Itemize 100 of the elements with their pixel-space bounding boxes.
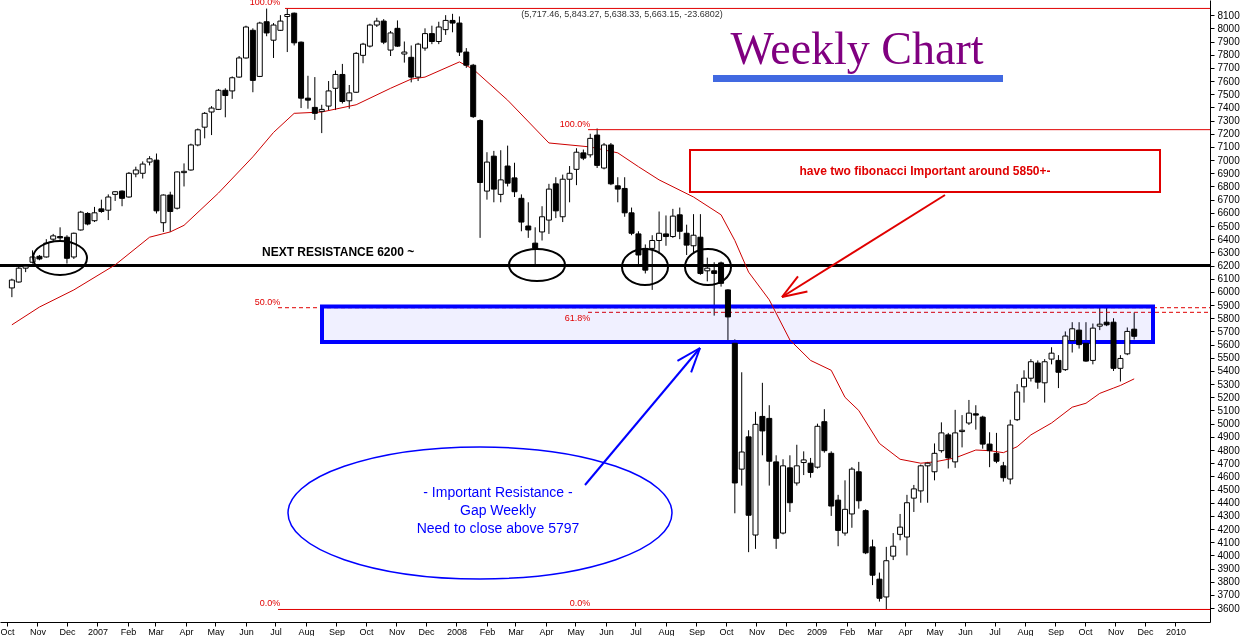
y-tick-label: 7500 [1217,88,1241,100]
y-tick-label: 6800 [1217,180,1241,192]
candlestick [800,450,807,476]
annotation: 0.0% [569,598,591,609]
y-tick-label: 7100 [1217,141,1241,153]
x-tick-label: Aug [298,626,315,636]
y-tick-label: 4800 [1217,444,1241,456]
annotation: 50.0% [254,296,281,307]
annotation: have two fibonacci Important around 5850+- [799,164,1051,178]
x-tick-label: Jul [270,626,282,636]
annotation: (5,717.46, 5,843.27, 5,638.33, 5,663.15, -23.6802) [521,9,723,19]
x-tick-label: Mar [508,626,524,636]
x-tick-label: Mar [867,626,883,636]
y-tick-label: 4100 [1217,536,1241,548]
y-tick-label: 5600 [1217,339,1241,351]
x-tick-label: Feb [479,626,496,636]
x-tick-label: Feb [839,626,856,636]
candlestick [401,41,408,64]
candlestick [325,80,332,112]
annotation: - Important Resistance - [423,484,574,500]
x-tick-label: 2007 [87,626,108,636]
x-tick-label: Oct [1078,626,1093,636]
x-tick-label: 2010 [1165,626,1187,636]
y-tick-label: 6700 [1217,194,1241,206]
y-tick-label: 8100 [1217,9,1241,21]
y-tick-label: 7800 [1217,49,1241,61]
candlestick [525,201,532,239]
x-tick-label: Nov [748,626,766,636]
y-tick-label: 5500 [1217,352,1241,364]
x-tick-label: Jul [989,626,1001,636]
y-tick-label: 5700 [1217,325,1241,337]
x-tick-label: Dec [1137,626,1154,636]
annotation: 100.0% [559,118,591,129]
y-tick-label: 4200 [1217,523,1241,535]
x-tick-label: 2009 [806,626,827,636]
annotation: 0.0% [259,598,281,609]
x-tick-label: Mar [148,626,164,636]
annotation: Gap Weekly [460,502,536,518]
y-tick-label: 3600 [1217,602,1241,614]
y-tick-label: 6500 [1217,220,1241,232]
x-tick-label: Oct [719,626,734,636]
x-tick-label: May [207,626,225,636]
x-tick-label: Oct [359,626,374,636]
y-tick-label: 5800 [1217,312,1241,324]
y-tick-label: 6600 [1217,207,1241,219]
x-tick-label: Aug [1017,626,1034,636]
annotation: 61.8% [564,313,591,324]
x-tick-label: Dec [59,626,76,636]
y-tick-label: 6000 [1217,286,1241,298]
x-tick-label: Nov [1107,626,1125,636]
candlestick [201,111,208,139]
ref-line-label: NEXT RESISTANCE 6200 ~ [262,244,415,259]
text: Weekly Chart [730,23,984,74]
y-tick-label: 5200 [1217,391,1241,403]
x-tick-label: Dec [418,626,435,636]
y-tick-label: 4500 [1217,484,1241,496]
y-tick-label: 7400 [1217,101,1241,113]
x-tick-label: Jun [239,626,254,636]
x-tick-label: Apr [898,626,913,636]
x-tick-label: Jun [958,626,973,636]
y-tick-label: 7900 [1217,36,1241,48]
candlestick [993,432,1000,464]
y-tick-label: 4400 [1217,497,1241,509]
candlestick [959,414,966,448]
y-tick-label: 3700 [1217,589,1241,601]
x-tick-label: Nov [388,626,406,636]
x-tick-label: Nov [29,626,47,636]
y-tick-label: 6300 [1217,246,1241,258]
y-tick-label: 5900 [1217,299,1241,311]
y-tick-label: 6200 [1217,260,1241,272]
y-tick-label: 5400 [1217,365,1241,377]
annotation: Need to close above 5797 [416,520,580,536]
y-tick-label: 7000 [1217,154,1241,166]
annotation: 100.0% [249,0,281,8]
y-tick-label: 5000 [1217,418,1241,430]
y-tick-label: 7200 [1217,128,1241,140]
x-tick-label: May [567,626,585,636]
x-tick-label: Apr [179,626,194,636]
y-tick-label: 4000 [1217,549,1241,561]
y-tick-label: 6900 [1217,167,1241,179]
y-tick-label: 8000 [1217,22,1241,34]
y-tick-label: 7700 [1217,62,1241,74]
x-tick-label: Feb [120,626,137,636]
y-tick-label: 4700 [1217,457,1241,469]
x-tick-label: Dec [778,626,795,636]
y-tick-label: 4300 [1217,510,1241,522]
y-tick-label: 3800 [1217,576,1241,588]
x-tick-label: 2008 [446,626,467,636]
x-tick-label: May [926,626,944,636]
y-tick-label: 3900 [1217,563,1241,575]
x-tick-label: Sep [328,626,345,636]
x-tick-label: Jun [599,626,614,636]
x-tick-label: Apr [539,626,554,636]
y-tick-label: 6100 [1217,273,1241,285]
x-tick-label: Aug [658,626,675,636]
y-tick-label: 5100 [1217,404,1241,416]
y-tick-label: 6400 [1217,233,1241,245]
y-tick-label: 7300 [1217,115,1241,127]
y-tick-label: 7600 [1217,75,1241,87]
y-tick-label: 5300 [1217,378,1241,390]
